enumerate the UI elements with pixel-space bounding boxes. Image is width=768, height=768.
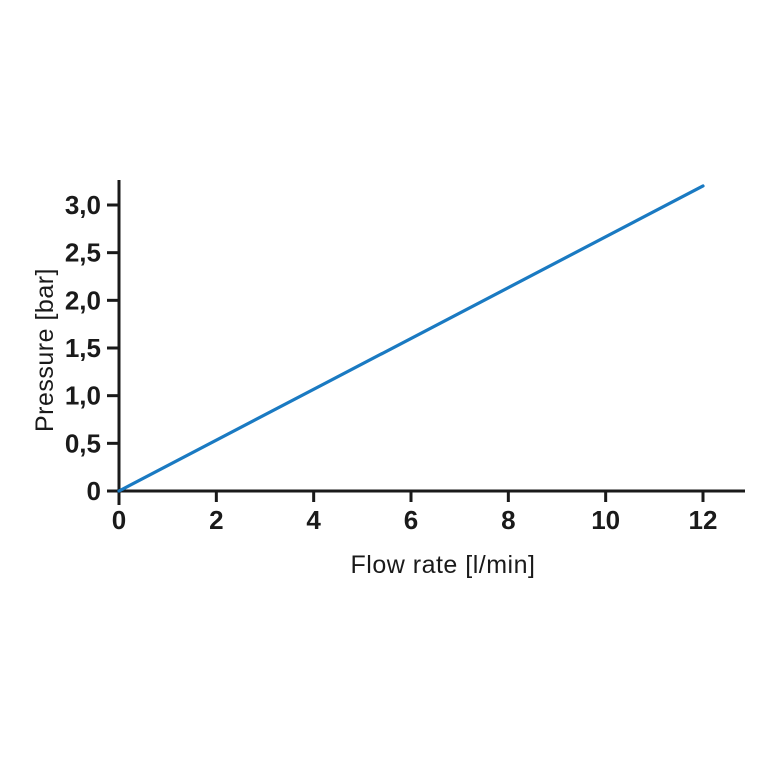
y-tick-label: 1,5 [65,333,101,363]
x-tick-label: 4 [306,505,321,535]
y-tick-label: 0,5 [65,428,101,458]
x-axis-label: Flow rate [l/min] [351,551,536,579]
y-tick-label: 3,0 [65,190,101,220]
x-tick-label: 2 [209,505,223,535]
y-tick-label: 0 [87,476,101,506]
y-tick-label: 2,0 [65,285,101,315]
x-tick-label: 8 [501,505,515,535]
x-tick-label: 12 [689,505,718,535]
x-tick-label: 0 [112,505,126,535]
tick-marks [107,203,705,502]
axes [117,180,745,505]
data-series [117,184,705,493]
series-pressure-vs-flow-rate [117,184,705,493]
y-tick-label: 2,5 [65,238,101,268]
y-tick-label: 1,0 [65,381,101,411]
tick-labels: 0 0,5 1,0 1,5 2,0 2,5 3,0 0 2 4 6 8 10 12 [65,190,718,535]
y-axis-label: Pressure [bar] [31,268,59,432]
x-tick-label: 10 [591,505,620,535]
x-tick-label: 6 [404,505,418,535]
